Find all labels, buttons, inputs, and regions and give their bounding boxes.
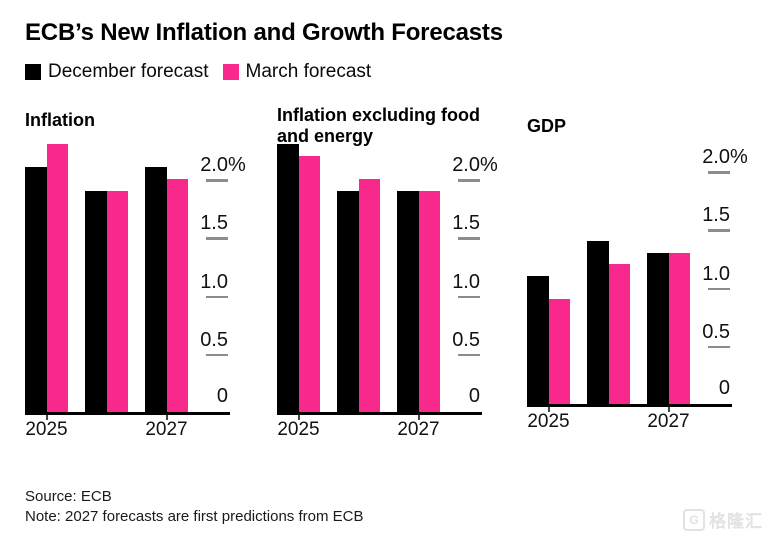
bar-december-2026 [587,240,609,404]
december-swatch-icon [25,64,41,80]
x-tick-mark [547,406,550,412]
chart-title-line: Inflation excluding food [277,105,480,125]
bar-december-2027 [397,190,419,412]
x-tick-label: 2027 [145,419,188,440]
x-tick-mark [45,414,48,420]
chart-title: Inflation excluding food and energy [277,105,480,147]
chart-legend: December forecast March forecast [25,61,371,83]
y-tick-label: 2.0% [200,154,246,176]
chart-panel-inflation: Inflation 2.0% 1.5 1.0 0.5 0 2025 2027 [25,0,246,540]
legend-label-march: March forecast [245,61,372,82]
bar-march-2025 [298,155,320,412]
y-tick-label: 1.5 [452,212,480,235]
bar-december-2025 [527,275,549,404]
y-tick-dash [206,179,228,182]
y-tick-dash [458,295,480,298]
y-tick-label: 0.5 [452,328,480,351]
bar-march-2025 [46,144,68,412]
y-tick-label: 1.0 [702,262,730,285]
y-tick-label: 1.0 [452,270,480,293]
bar-december-2026 [337,190,359,412]
y-tick-label-zero: 0 [468,385,480,407]
y-tick-label: 0.5 [702,320,730,343]
chart-title: GDP [527,116,566,137]
bar-december-2025 [277,144,299,412]
y-tick-label: 0.5 [200,328,228,351]
watermark-logo-icon: G [683,508,705,531]
x-tick-mark [417,414,420,420]
chart-title: Inflation [25,110,95,131]
footer-notes: Source: ECB Note: 2027 forecasts are fir… [25,487,363,527]
x-tick-label: 2027 [647,411,690,432]
x-tick-label: 2025 [277,419,320,440]
bar-december-2026 [85,190,107,412]
x-axis-line [527,404,732,407]
bar-march-2026 [608,264,630,404]
x-axis-line [25,412,230,415]
source-text: Source: ECB [25,488,112,505]
y-tick-dash [708,229,730,232]
x-tick-label: 2025 [527,411,570,432]
y-tick-dash [206,237,228,240]
x-tick-mark [297,414,300,420]
x-tick-label: 2025 [25,419,68,440]
chart-title-line: Inflation [25,110,95,130]
chart-title-line: and energy [277,126,374,146]
x-tick-label: 2027 [397,419,440,440]
y-tick-label-zero: 0 [718,377,730,399]
watermark-text: 格隆汇 [709,512,763,531]
y-tick-label: 1.5 [702,204,730,227]
x-tick-mark [667,406,670,412]
y-tick-dash [458,353,480,357]
y-tick-label-zero: 0 [216,385,228,407]
y-tick-dash [458,179,480,182]
y-tick-dash [708,345,730,349]
march-swatch-icon [222,64,239,80]
bar-december-2025 [25,167,47,412]
y-tick-label: 1.5 [200,212,228,235]
chart-panel-gdp: GDP 2.0% 1.5 1.0 0.5 0 2025 2027 [527,0,748,540]
page-title: ECB’s New Inflation and Growth Forecasts [25,19,503,46]
y-tick-label: 2.0% [702,146,748,168]
bar-march-2026 [358,179,380,412]
y-axis-unit: % [228,154,246,176]
y-axis-unit: % [480,154,498,176]
bar-march-2027 [418,190,440,412]
bar-march-2027 [166,179,188,412]
y-tick-dash [206,353,228,357]
legend-item-march: March forecast [222,61,372,83]
y-axis-unit: % [730,146,748,168]
legend-label-december: December forecast [48,61,209,82]
bar-march-2027 [668,252,690,404]
y-tick-dash [206,295,228,298]
chart-title-line: GDP [527,116,567,136]
note-text: Note: 2027 forecasts are first predictio… [25,508,364,525]
bar-december-2027 [647,252,669,404]
y-tick-label: 1.0 [200,270,228,293]
y-tick-dash [708,287,730,290]
y-tick-label: 2.0% [452,154,498,176]
x-tick-mark [165,414,168,420]
bar-march-2025 [548,299,570,404]
x-axis-line [277,412,482,415]
bar-march-2026 [106,190,128,412]
chart-panel-core-inflation: Inflation excluding food and energy 2.0% 1.… [277,0,498,540]
bar-december-2027 [145,167,167,412]
legend-item-december: December forecast [25,61,209,83]
y-tick-dash [458,237,480,240]
y-tick-dash [708,171,730,174]
watermark: G 格隆汇 [683,507,763,532]
